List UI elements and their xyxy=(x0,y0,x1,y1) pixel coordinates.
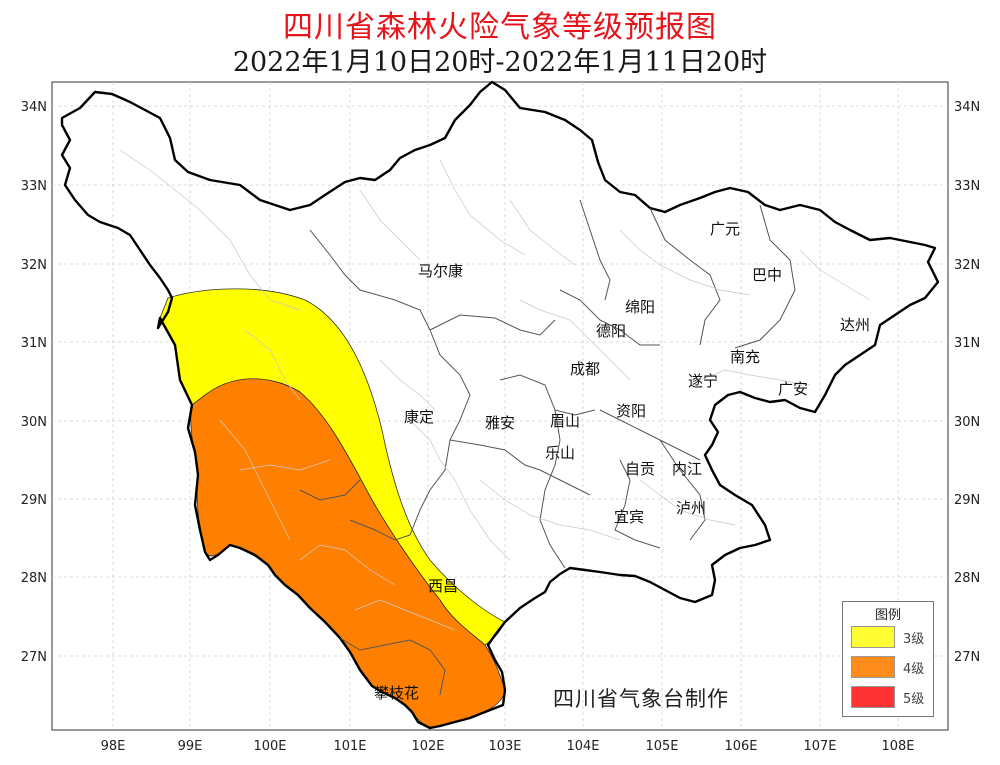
legend-swatch-level5 xyxy=(851,686,895,708)
city-zigong: 自贡 xyxy=(625,460,655,478)
tick-102e: 102E xyxy=(411,739,444,754)
city-mianyang: 绵阳 xyxy=(625,298,655,316)
tick-27n-right: 27N xyxy=(954,650,980,665)
legend: 图例 3级 4级 5级 xyxy=(842,601,934,717)
city-bazhong: 巴中 xyxy=(752,266,782,284)
legend-item-level5: 5级 xyxy=(851,686,931,708)
map-frame xyxy=(51,81,949,731)
tick-33n-right: 33N xyxy=(954,179,980,194)
tick-29n-right: 29N xyxy=(954,493,980,508)
tick-30n-right: 30N xyxy=(954,415,980,430)
city-deyang: 德阳 xyxy=(596,322,626,340)
city-ziyang: 资阳 xyxy=(616,402,646,420)
county-boundaries xyxy=(119,149,871,631)
city-nanchong: 南充 xyxy=(730,348,760,366)
city-meishan: 眉山 xyxy=(550,412,580,430)
legend-item-level4: 4级 xyxy=(851,656,931,678)
tick-31n-left: 31N xyxy=(21,336,47,351)
map-title: 四川省森林火险气象等级预报图 xyxy=(283,10,717,45)
tick-104e: 104E xyxy=(566,739,599,754)
city-chengdu: 成都 xyxy=(570,360,600,378)
tick-107e: 107E xyxy=(803,739,836,754)
tick-34n-left: 34N xyxy=(21,100,47,115)
tick-32n-right: 32N xyxy=(954,258,980,273)
tick-33n-left: 33N xyxy=(21,179,47,194)
city-suining: 遂宁 xyxy=(688,372,718,390)
province-boundary xyxy=(60,80,940,730)
tick-32n-left: 32N xyxy=(21,258,47,273)
city-maerkang: 马尔康 xyxy=(418,262,463,280)
city-panzhihua: 攀枝花 xyxy=(374,684,419,702)
legend-item-level3: 3级 xyxy=(851,626,931,648)
legend-swatch-level3 xyxy=(851,626,895,648)
city-yibin: 宜宾 xyxy=(614,508,644,526)
city-kangding: 康定 xyxy=(404,408,434,426)
tick-103e: 103E xyxy=(488,739,521,754)
prefecture-boundaries xyxy=(299,199,796,696)
tick-27n-left: 27N xyxy=(21,650,47,665)
legend-title: 图例 xyxy=(874,608,901,623)
legend-label-level5: 5级 xyxy=(903,692,925,707)
tick-34n-right: 34N xyxy=(954,100,980,115)
tick-101e: 101E xyxy=(333,739,366,754)
tick-99e: 99E xyxy=(178,739,203,754)
tick-31n-right: 31N xyxy=(954,336,980,351)
city-guangan: 广安 xyxy=(778,380,808,398)
tick-30n-left: 30N xyxy=(21,415,47,430)
city-dazhou: 达州 xyxy=(840,316,870,334)
legend-label-level4: 4级 xyxy=(903,662,925,677)
tick-108e: 108E xyxy=(881,739,914,754)
tick-29n-left: 29N xyxy=(21,493,47,508)
city-guangyuan: 广元 xyxy=(710,220,740,238)
city-leshan: 乐山 xyxy=(545,444,575,462)
tick-98e: 98E xyxy=(101,739,126,754)
map-subtitle: 2022年1月10日20时-2022年1月11日20时 xyxy=(232,47,768,78)
city-neijiang: 内江 xyxy=(672,460,702,478)
city-yaan: 雅安 xyxy=(485,414,515,432)
city-xichang: 西昌 xyxy=(428,577,458,595)
tick-100e: 100E xyxy=(253,739,286,754)
producer-credit: 四川省气象台制作 xyxy=(553,687,729,711)
tick-28n-right: 28N xyxy=(954,571,980,586)
city-luzhou: 泸州 xyxy=(676,499,706,517)
tick-28n-left: 28N xyxy=(21,571,47,586)
tick-105e: 105E xyxy=(645,739,678,754)
legend-label-level3: 3级 xyxy=(903,632,925,647)
tick-106e: 106E xyxy=(724,739,757,754)
legend-swatch-level4 xyxy=(851,656,895,678)
